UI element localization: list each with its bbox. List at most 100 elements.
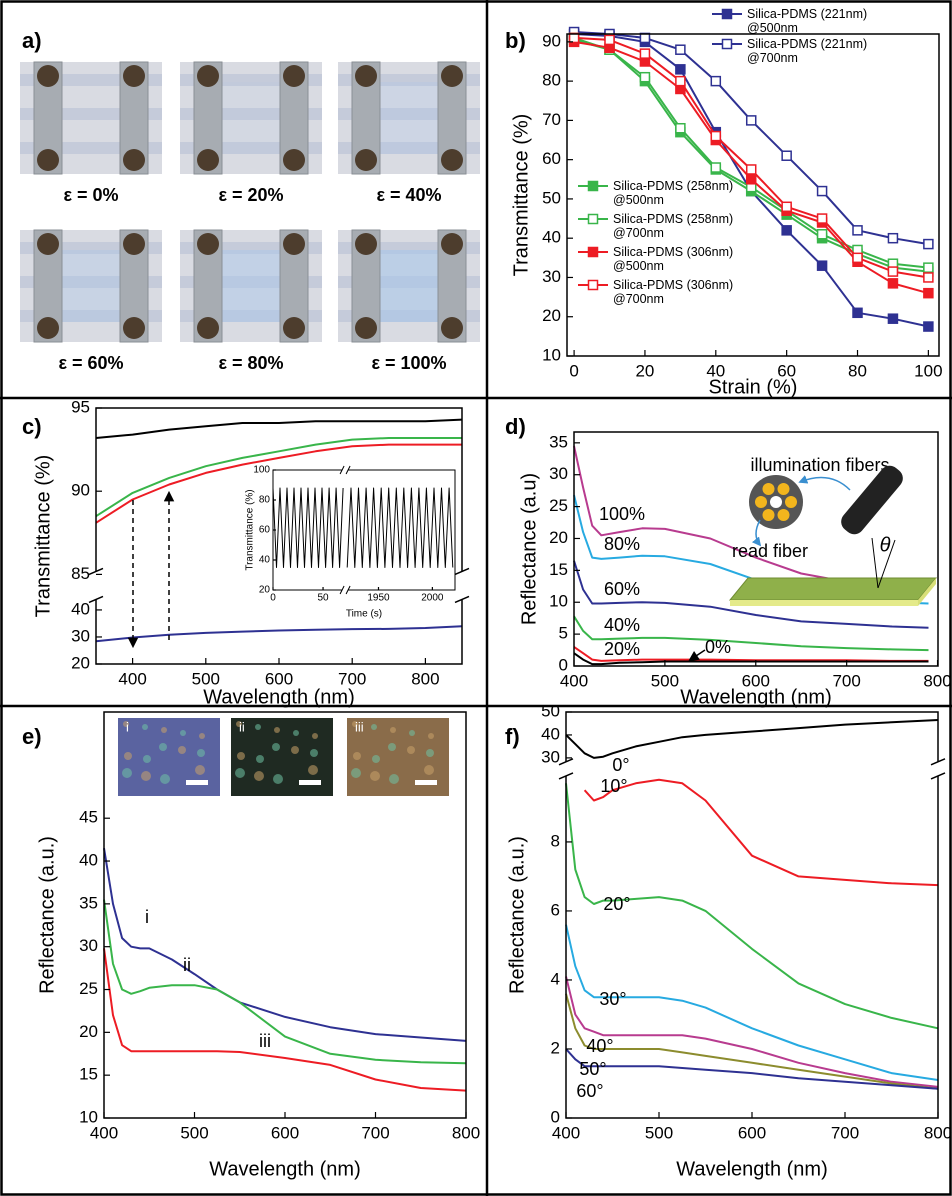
y-tick-label: 40 — [541, 724, 560, 743]
legend-label: Silica-PDMS (258nm) @500nm — [613, 179, 748, 207]
screw — [37, 149, 59, 171]
photo-caption: ε = 60% — [58, 353, 123, 373]
photo-film — [218, 82, 288, 154]
inset-label: i — [126, 719, 129, 734]
data-marker — [924, 273, 933, 282]
y-tick-label: 50 — [541, 701, 560, 720]
data-marker — [924, 322, 933, 331]
annotation: iii — [259, 1031, 271, 1051]
data-marker — [676, 77, 685, 86]
illumination-fiber — [755, 496, 767, 508]
y-tick-label: 20 — [549, 528, 568, 547]
data-marker — [888, 267, 897, 276]
inset-photo-texture — [428, 733, 434, 739]
screw — [37, 233, 59, 255]
data-marker — [888, 279, 897, 288]
x-axis-title: Strain (%) — [709, 376, 798, 398]
inset-photo-texture — [197, 749, 205, 757]
photo-film — [376, 250, 446, 322]
screw — [441, 65, 463, 87]
x-tick-label: 100 — [914, 361, 942, 380]
data-marker — [747, 116, 756, 125]
inset-photo-texture — [426, 749, 434, 757]
x-tick-label: 20 — [635, 361, 654, 380]
y-tick-label: 25 — [79, 979, 98, 998]
panel-label: b) — [505, 28, 526, 53]
screw — [283, 233, 305, 255]
data-marker — [782, 226, 791, 235]
x-tick-label: 80 — [848, 361, 867, 380]
data-marker — [888, 234, 897, 243]
y-tick-label: 95 — [71, 397, 90, 416]
data-marker — [711, 163, 720, 172]
screw — [355, 317, 377, 339]
screw — [197, 233, 219, 255]
legend-label: Silica-PDMS (221nm) @700nm — [747, 37, 882, 65]
x-axis-title: Wavelength (nm) — [209, 1158, 361, 1180]
y-tick-label: 80 — [542, 71, 561, 90]
annotation: ii — [183, 955, 191, 975]
inset-photo-texture — [195, 765, 205, 775]
y-tick-label: 70 — [542, 110, 561, 129]
data-marker — [640, 33, 649, 42]
photo-caption: ε = 80% — [218, 353, 283, 373]
inset-photo-texture — [237, 752, 245, 760]
inset-photo-texture — [161, 727, 167, 733]
y-tick-label: 100 — [253, 465, 270, 476]
y-tick-label: 35 — [549, 432, 568, 451]
screw — [123, 233, 145, 255]
y-tick-label: 60 — [259, 525, 271, 536]
y-tick-label: 40 — [71, 599, 90, 618]
y-axis-title: Transmittance (%) — [510, 114, 532, 277]
y-axis-title: Reflectance (a.u) — [518, 473, 540, 625]
y-tick-label: 40 — [259, 555, 271, 566]
data-line — [574, 38, 928, 278]
y-tick-label: 60 — [542, 149, 561, 168]
annotation: 50° — [579, 1059, 606, 1079]
screw — [197, 65, 219, 87]
illumination-fiber — [785, 496, 797, 508]
panel-label: c) — [22, 414, 42, 439]
inset-photo-texture — [178, 746, 186, 754]
legend-marker — [589, 248, 598, 257]
y-axis-title: Reflectance (a.u.) — [36, 836, 58, 994]
y-tick-label: 0 — [551, 1107, 560, 1126]
annotation: θ — [880, 534, 891, 556]
x-axis-title: Wavelength (nm) — [676, 1158, 828, 1180]
y-tick-label: 30 — [549, 464, 568, 483]
illumination-fiber — [778, 509, 790, 521]
x-tick-label: 500 — [180, 1123, 208, 1142]
photo-film — [58, 250, 128, 322]
screw — [37, 317, 59, 339]
legend-marker — [723, 40, 732, 49]
legend-marker — [589, 281, 598, 290]
panel-label: f) — [505, 724, 520, 749]
read-fiber — [770, 496, 782, 508]
x-tick-label: 400 — [118, 669, 146, 688]
illumination-fiber — [778, 483, 790, 495]
screw — [283, 149, 305, 171]
x-tick-label: 700 — [831, 1123, 859, 1142]
data-marker — [747, 165, 756, 174]
axis-break-gap — [935, 762, 941, 776]
y-tick-label: 20 — [259, 585, 271, 596]
x-tick-label: 0 — [270, 593, 276, 604]
x-axis-title: Wavelength (nm) — [680, 686, 832, 708]
y-tick-label: 4 — [551, 969, 560, 988]
y-tick-label: 10 — [542, 345, 561, 364]
inset-photo-texture — [160, 774, 170, 784]
annotation: 0% — [705, 637, 731, 657]
inset-photo-texture — [255, 724, 261, 730]
inset-photo-texture — [199, 733, 205, 739]
screw — [283, 65, 305, 87]
screw — [123, 65, 145, 87]
x-tick-label: 2000 — [421, 593, 444, 604]
y-tick-label: 45 — [79, 808, 98, 827]
scale-bar — [415, 780, 437, 785]
data-marker — [676, 45, 685, 54]
data-marker — [782, 202, 791, 211]
legend-marker — [589, 215, 598, 224]
data-marker — [711, 132, 720, 141]
y-tick-label: 35 — [79, 893, 98, 912]
inset-photo-texture — [141, 771, 151, 781]
